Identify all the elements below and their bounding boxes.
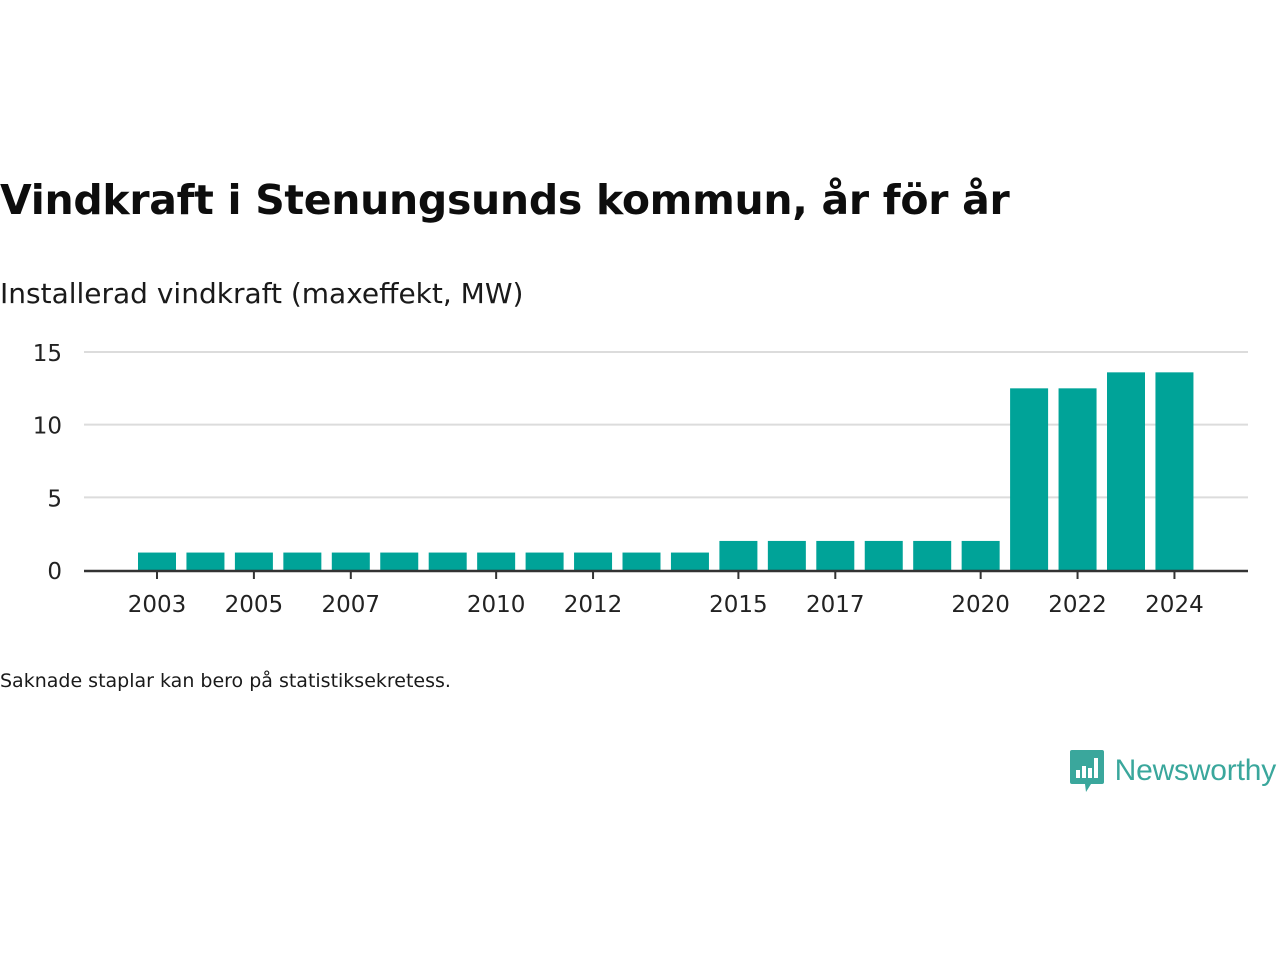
bar [380,552,419,570]
newsworthy-logo-icon [1069,750,1104,792]
bar [525,552,564,570]
x-tick-label: 2010 [467,592,526,618]
footnote: Saknade staplar kan bero på statistiksek… [0,670,451,692]
x-tick-label: 2003 [128,592,187,618]
bar [428,552,467,570]
x-tick-label: 2012 [564,592,623,618]
y-tick-label: 5 [47,486,62,512]
chart-subtitle: Installerad vindkraft (maxeffekt, MW) [0,277,524,310]
brand-name: Newsworthy [1114,754,1277,787]
bar [574,552,613,570]
bar [138,552,176,570]
bar [816,540,855,570]
bar [961,540,1000,570]
x-tick-label: 2024 [1145,592,1204,618]
bar [283,552,322,570]
bar-chart: 0 5 10 15 2003 2005 2007 2010 2012 2015 2017 2020 20… [33,341,1248,618]
newsworthy-logo: Newsworthy [1069,748,1276,794]
x-tick-label: 2015 [709,592,768,618]
x-tick-label: 2017 [806,592,865,618]
x-tick-label: 2022 [1048,592,1107,618]
y-tick-label: 10 [33,414,62,440]
x-tick-label: 2007 [322,592,381,618]
x-tick-label: 2020 [951,592,1010,618]
x-tick-label: 2005 [225,592,284,618]
bar [913,540,952,570]
bar [1058,388,1097,570]
y-tick-label: 15 [33,341,62,367]
bar [1155,372,1194,570]
bar [864,540,903,570]
chart-title: Vindkraft i Stenungsunds kommun, år för … [0,176,1010,224]
bar [670,552,709,570]
bar [719,540,758,570]
bar [186,552,225,570]
bar [331,552,370,570]
bar [622,552,661,570]
bar [477,552,516,570]
bar [234,552,273,570]
bar [1010,388,1049,570]
bar [1107,372,1145,570]
y-tick-label: 0 [47,559,62,585]
bar [767,540,806,570]
